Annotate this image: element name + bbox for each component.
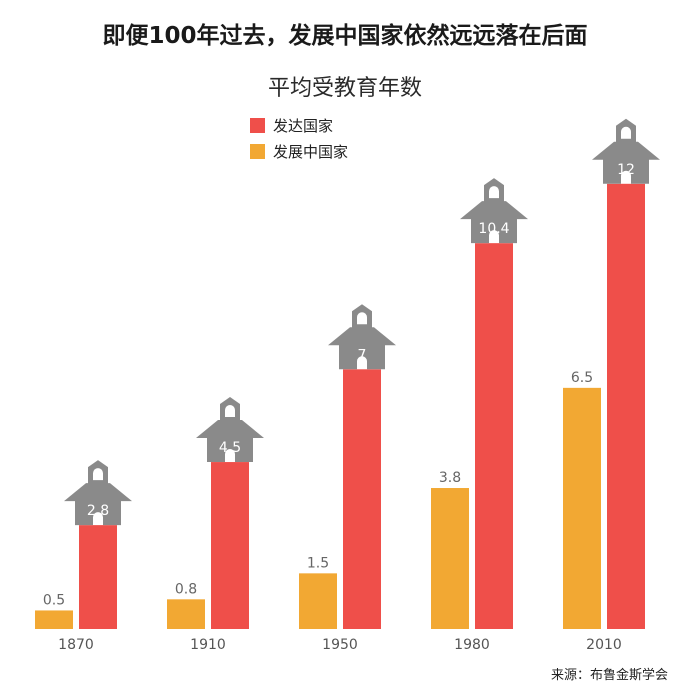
bar-developing-1980 [431,488,469,629]
schoolhouse-icon [460,178,528,244]
legend-item-developing: 发展中国家 [250,138,348,164]
x-tick-label-1910: 1910 [190,637,226,653]
bar-developed-1980 [475,243,513,629]
legend-item-developed: 发达国家 [250,112,348,138]
x-tick-label-2010: 2010 [586,637,622,653]
legend-swatch-developing [250,143,265,159]
chart-subtitle: 平均受教育年数 [267,76,422,101]
x-tick-label-1870: 1870 [58,637,94,653]
value-label-developed-1950: 7 [358,347,367,363]
bar-developed-2010 [607,183,645,630]
value-label-developed-1870: 2.8 [87,503,109,519]
bar-developing-2010 [563,387,601,629]
bar-developing-1950 [299,573,337,629]
value-label-developing-1950: 1.5 [307,555,329,571]
value-label-developing-1980: 3.8 [439,470,461,486]
value-label-developed-1980: 10.4 [478,221,509,237]
schoolhouse-icon [592,118,660,184]
x-tick-label-1980: 1980 [454,637,490,653]
x-tick-label-1950: 1950 [322,637,358,653]
value-label-developing-1910: 0.8 [175,581,197,597]
bar-developed-1910 [211,462,249,629]
value-label-developed-1910: 4.5 [219,440,241,456]
bar-developing-1870 [35,610,73,629]
legend: 发达国家 发展中国家 [250,112,348,164]
source-note: 来源：布鲁金斯学会 [550,668,668,683]
legend-swatch-developed [250,117,265,133]
value-label-developing-1870: 0.5 [43,592,65,608]
bar-developing-1910 [167,599,205,629]
schoolhouse-icon [196,397,264,463]
bar-developed-1950 [343,369,381,629]
bar-developed-1870 [79,525,117,629]
legend-label-developed: 发达国家 [273,116,334,135]
chart-title: 即便100年过去，发展中国家依然远远落在后面 [102,23,588,49]
schoolhouse-icon [64,460,132,526]
schoolhouse-icon [328,304,396,370]
value-label-developing-2010: 6.5 [571,370,593,386]
legend-label-developing: 发展中国家 [273,142,349,161]
value-label-developed-2010: 12 [617,162,635,178]
